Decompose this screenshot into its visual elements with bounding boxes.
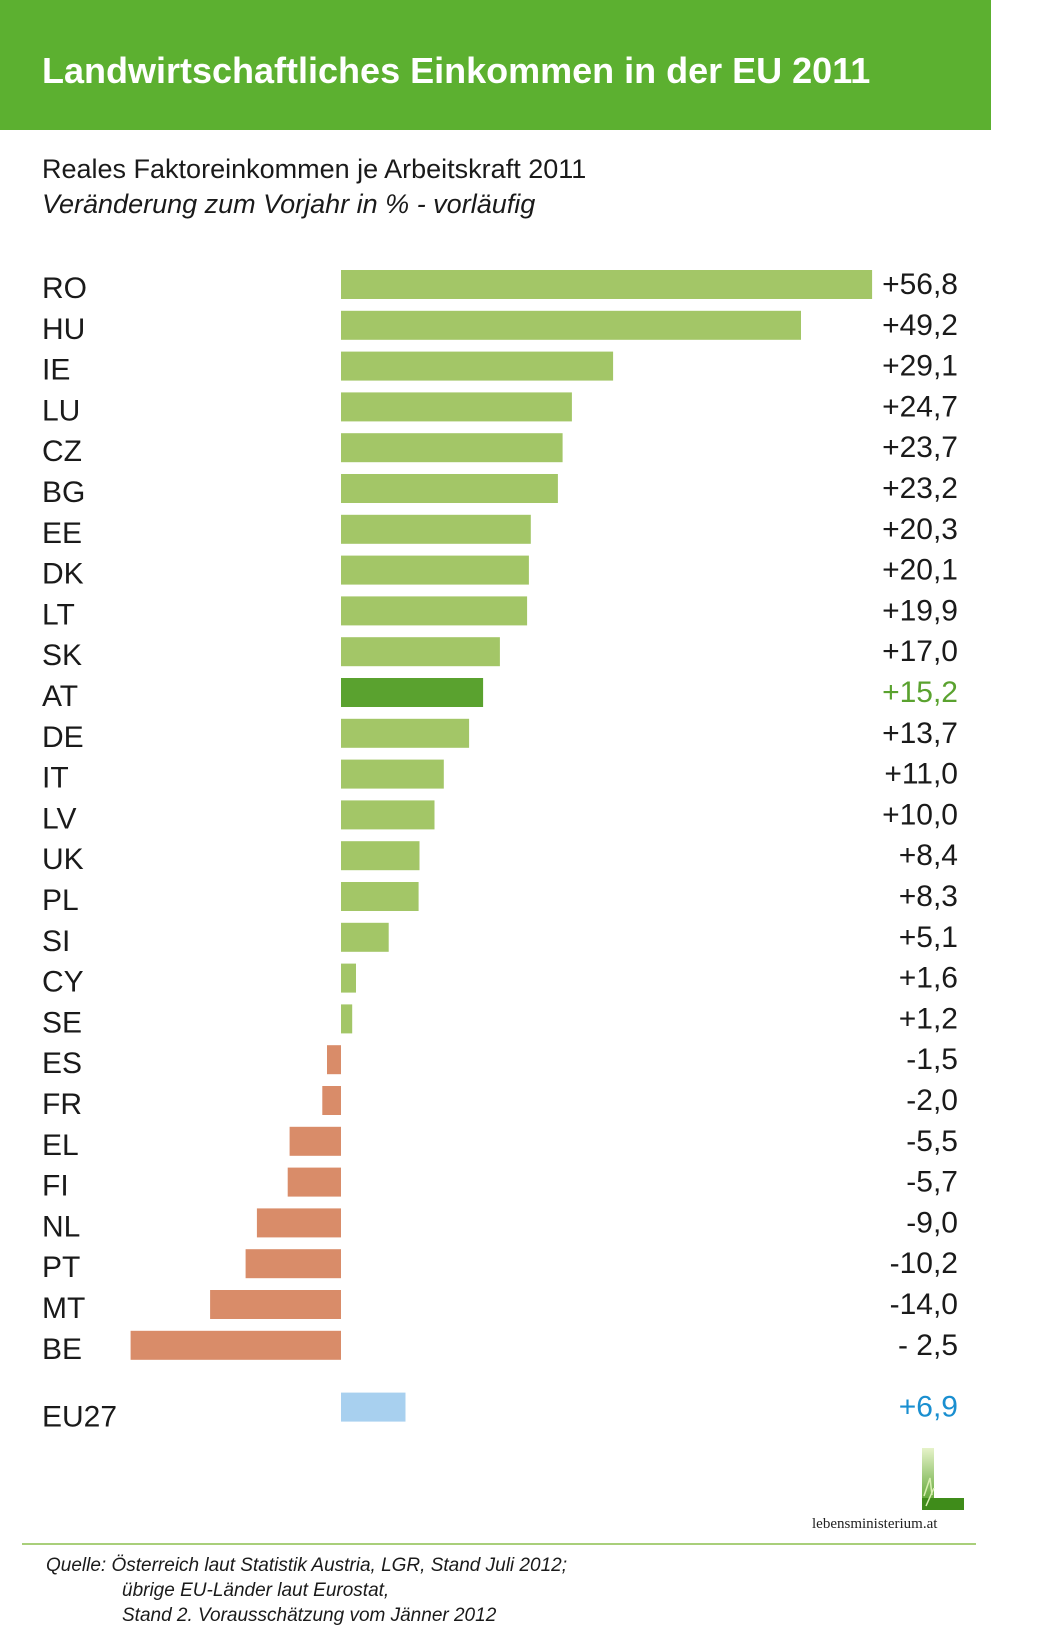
bar-ro	[341, 270, 873, 299]
category-label-uk: UK	[42, 843, 84, 876]
value-label-hu: +49,2	[882, 309, 958, 342]
value-label-lu: +24,7	[882, 390, 958, 423]
bar-lu	[341, 392, 572, 422]
value-label-se: +1,2	[899, 1002, 958, 1035]
category-label-fr: FR	[42, 1088, 82, 1121]
chart-subtitle-unit: Veränderung zum Vorjahr in % - vorläufig	[42, 189, 536, 219]
bar-be	[130, 1330, 341, 1360]
footer-divider	[22, 1543, 976, 1545]
category-label-bg: BG	[42, 476, 85, 509]
bar-lt	[341, 596, 528, 626]
value-label-lv: +10,0	[882, 798, 958, 831]
category-label-ee: EE	[42, 517, 82, 550]
value-label-cy: +1,6	[899, 962, 958, 995]
value-label-lt: +19,9	[882, 594, 958, 627]
category-label-ie: IE	[42, 354, 70, 387]
category-label-be: BE	[42, 1333, 82, 1366]
bar-sk	[341, 637, 500, 667]
value-label-el: -5,5	[906, 1125, 958, 1158]
value-label-pl: +8,3	[899, 880, 958, 913]
bar-se	[341, 1004, 353, 1034]
category-label-cz: CZ	[42, 435, 82, 468]
bar-chart: RO +56,8 HU +49,2 IE +29,1 LU +24,7 CZ +23,7 BG +23…	[42, 268, 958, 1430]
category-label-nl: NL	[42, 1210, 80, 1243]
value-label-ie: +29,1	[882, 350, 958, 383]
category-label-fi: FI	[42, 1170, 69, 1203]
value-label-ro: +56,8	[882, 268, 958, 301]
bar-ie	[341, 351, 614, 381]
value-label-be: - 2,5	[898, 1329, 958, 1362]
bar-cz	[341, 433, 563, 463]
value-label-fi: -5,7	[906, 1166, 958, 1199]
category-label-pt: PT	[42, 1251, 80, 1284]
source-line-2: übrige EU-Länder laut Eurostat,	[122, 1580, 390, 1601]
bar-lv	[341, 800, 435, 830]
value-label-dk: +20,1	[882, 554, 958, 587]
category-label-hu: HU	[42, 313, 85, 346]
value-label-mt: -14,0	[890, 1288, 958, 1321]
category-label-mt: MT	[42, 1292, 85, 1325]
category-label-se: SE	[42, 1006, 82, 1039]
value-label-ee: +20,3	[882, 513, 958, 546]
bar-pt	[245, 1249, 341, 1279]
category-label-si: SI	[42, 925, 70, 958]
value-label-si: +5,1	[899, 921, 958, 954]
category-label-lt: LT	[42, 598, 75, 631]
value-label-nl: -9,0	[906, 1206, 958, 1239]
value-label-de: +13,7	[882, 717, 958, 750]
bar-at	[341, 678, 484, 707]
bar-es	[327, 1045, 341, 1075]
bar-fr	[322, 1086, 341, 1115]
category-label-eu27: EU27	[42, 1401, 117, 1430]
bar-el	[289, 1126, 341, 1156]
bar-de	[341, 718, 470, 748]
source-line-3: Stand 2. Vorausschätzung vom Jänner 2012	[122, 1605, 497, 1626]
value-label-sk: +17,0	[882, 635, 958, 668]
bar-uk	[341, 841, 420, 871]
category-label-dk: DK	[42, 558, 84, 591]
lebensministerium-logo-icon	[922, 1448, 964, 1510]
bar-si	[341, 922, 389, 952]
value-label-cz: +23,7	[882, 431, 958, 464]
category-label-sk: SK	[42, 639, 82, 672]
value-label-es: -1,5	[906, 1043, 958, 1076]
chart-subtitle: Reales Faktoreinkommen je Arbeitskraft 2…	[42, 154, 587, 184]
bar-fi	[287, 1167, 341, 1197]
bar-pl	[341, 882, 419, 911]
bar-eu27	[341, 1392, 406, 1422]
category-label-lu: LU	[42, 394, 80, 427]
bar-bg	[341, 474, 558, 503]
bar-nl	[256, 1208, 341, 1238]
category-label-lv: LV	[42, 802, 76, 835]
value-label-eu27: +6,9	[899, 1391, 958, 1424]
category-label-de: DE	[42, 721, 84, 754]
value-label-fr: -2,0	[906, 1084, 958, 1117]
value-label-uk: +8,4	[899, 839, 958, 872]
category-label-at: AT	[42, 680, 78, 713]
bar-cy	[341, 963, 356, 993]
bar-mt	[210, 1290, 341, 1319]
chart-title: Landwirtschaftliches Einkommen in der EU…	[42, 50, 871, 91]
value-label-bg: +23,2	[882, 472, 958, 505]
category-label-it: IT	[42, 762, 69, 795]
value-label-it: +11,0	[884, 758, 958, 791]
category-label-ro: RO	[42, 272, 87, 305]
logo-wordmark: lebensministerium.at	[812, 1516, 938, 1532]
value-label-pt: -10,2	[890, 1247, 958, 1280]
source-note: Quelle: Österreich laut Statistik Austri…	[46, 1553, 567, 1628]
source-line-1: Quelle: Österreich laut Statistik Austri…	[46, 1555, 567, 1576]
bar-dk	[341, 555, 529, 585]
value-label-at: +15,2	[882, 676, 958, 709]
bar-hu	[341, 310, 801, 340]
category-label-pl: PL	[42, 884, 79, 917]
title-banner: Landwirtschaftliches Einkommen in der EU…	[0, 0, 991, 130]
category-label-es: ES	[42, 1047, 82, 1080]
bar-ee	[341, 514, 531, 544]
bar-it	[341, 759, 444, 789]
category-label-el: EL	[42, 1129, 79, 1162]
category-label-cy: CY	[42, 966, 84, 999]
